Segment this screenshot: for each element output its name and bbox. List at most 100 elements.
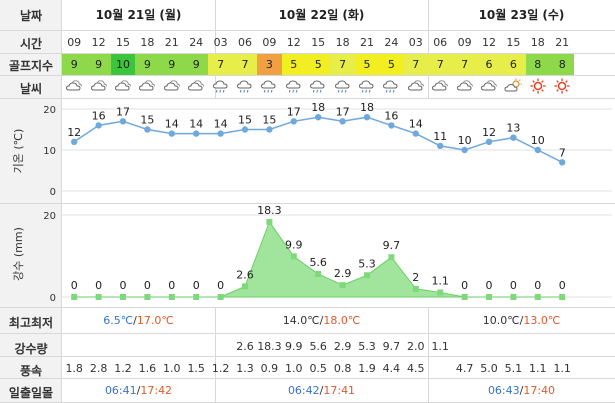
hour-cell: 15 <box>506 36 521 49</box>
rain-value-label: 0 <box>486 279 493 292</box>
sun-icon <box>550 78 574 97</box>
temperature-value-label: 14 <box>409 118 423 131</box>
temperature-point <box>168 130 175 137</box>
wind-speed-cell: 0.5 <box>309 362 327 375</box>
row-label-precipitation: 강수량 <box>14 342 48 356</box>
golf-index-cell: 9 <box>159 54 184 75</box>
wind-speed-cell: 0.9 <box>260 362 279 375</box>
temperature-value-label: 7 <box>559 146 566 159</box>
cloud-icon <box>62 78 86 97</box>
row-label-time: 시간 <box>19 37 43 51</box>
hour-cell: 21 <box>555 36 570 49</box>
sunrise-sunset-day-1: 06:41/17:42 <box>104 384 173 397</box>
hour-cell: 06 <box>237 36 252 49</box>
wind-speed-cell: 1.2 <box>211 362 230 375</box>
rain-point <box>486 294 492 300</box>
cloud-icon <box>428 78 452 97</box>
rain-value-label: 9.9 <box>285 238 303 251</box>
rain-value-label: 0 <box>95 279 102 292</box>
golf-index-cell: 8 <box>550 54 575 75</box>
precipitation-cell: 2.6 <box>236 340 254 353</box>
golf-index-cell: 6 <box>476 54 502 75</box>
partly-sunny-icon <box>501 78 525 97</box>
temperature-point <box>559 159 566 166</box>
temperature-point <box>290 118 297 125</box>
rain-value-label: 2 <box>412 271 419 284</box>
wind-speed-cell: 1.1 <box>529 362 547 375</box>
rain-point <box>217 294 224 300</box>
rain-value-label: 0 <box>120 279 127 292</box>
cloud-icon <box>404 78 428 97</box>
rain-value-label: 5.3 <box>358 257 376 270</box>
rain-tick-label: 20 <box>43 211 56 222</box>
max-temp: 17.0℃ <box>136 314 174 327</box>
hour-cell: 09 <box>262 36 277 49</box>
temperature-value-label: 18 <box>311 101 325 114</box>
temperature-point <box>339 118 346 125</box>
temperature-value-label: 12 <box>67 126 81 139</box>
temperature-value-label: 14 <box>165 118 179 131</box>
temperature-point <box>485 138 493 145</box>
rain-point <box>242 283 248 290</box>
hour-cell: 12 <box>481 36 496 49</box>
hour-cell: 12 <box>286 36 301 49</box>
rain-cloud-icon <box>306 78 330 97</box>
wind-speed-cell: 4.4 <box>382 362 401 375</box>
rain-value-label: 2.6 <box>236 268 254 281</box>
rain-cloud-icon <box>379 78 403 97</box>
rain-point <box>339 282 346 289</box>
temperature-value-label: 11 <box>433 130 447 143</box>
min-temp: 14.0℃ <box>282 314 320 327</box>
temperature-value-label: 18 <box>360 101 374 114</box>
rain-value-label: 18.3 <box>257 204 282 217</box>
sunset-time: 17:40 <box>523 384 556 397</box>
hour-cell: 09 <box>457 36 472 49</box>
rain-value-label: 0 <box>193 279 200 292</box>
wind-speed-cell: 2.8 <box>89 362 108 375</box>
cloud-icon <box>111 78 135 97</box>
temperature-point <box>144 126 151 133</box>
temperature-value-label: 12 <box>482 126 496 139</box>
precipitation-cell: 2.0 <box>407 340 425 353</box>
rain-point <box>168 294 175 300</box>
row-label-sunrise-sunset: 일출일몰 <box>8 386 54 400</box>
temperature-point <box>71 138 78 145</box>
rain-value-label: 1.1 <box>431 274 449 287</box>
hour-cell: 18 <box>140 36 155 49</box>
temperature-point <box>412 130 419 137</box>
row-label-date: 날짜 <box>19 9 43 23</box>
rain-point <box>461 294 468 300</box>
sunrise-time: 06:41 <box>104 384 137 397</box>
rain-point <box>290 253 297 260</box>
min-max-day-3: 10.0℃/13.0℃ <box>482 314 561 327</box>
wind-speed-cell: 1.0 <box>163 362 181 375</box>
cloud-icon <box>160 78 184 97</box>
wind-speed-cell: 1.5 <box>187 362 205 375</box>
rain-value-label: 0 <box>559 279 566 292</box>
hour-cell: 18 <box>335 36 350 49</box>
temperature-tick-label: 0 <box>50 187 56 198</box>
rain-value-label: 0 <box>461 279 468 292</box>
wind-speed-cell: 1.9 <box>358 362 376 375</box>
rain-point <box>266 218 273 225</box>
rain-value-label: 0 <box>144 279 151 292</box>
temperature-tick-label: 20 <box>43 105 56 116</box>
hour-cell: 09 <box>67 36 82 49</box>
golf-index-cell: 5 <box>354 54 380 75</box>
sunset-time: 17:42 <box>140 384 173 397</box>
hour-cell: 18 <box>530 36 545 49</box>
temperature-value-label: 15 <box>140 114 154 127</box>
cloud-icon <box>477 78 501 97</box>
rain-tick-label: 0 <box>50 293 56 304</box>
rain-value-label: 2.9 <box>334 267 352 280</box>
max-temp: 18.0℃ <box>323 314 361 327</box>
rain-value-label: 0 <box>168 279 175 292</box>
rain-point <box>437 289 444 296</box>
wind-speed-cell: 1.3 <box>236 362 254 375</box>
golf-index-cell: 8 <box>525 54 550 75</box>
wind-speed-cell: 1.1 <box>553 362 571 375</box>
golf-index-cell: 7 <box>232 54 258 75</box>
temperature-point <box>193 130 200 137</box>
day-header-2: 10월 22일 (화) <box>278 8 365 22</box>
temperature-point <box>461 146 468 154</box>
